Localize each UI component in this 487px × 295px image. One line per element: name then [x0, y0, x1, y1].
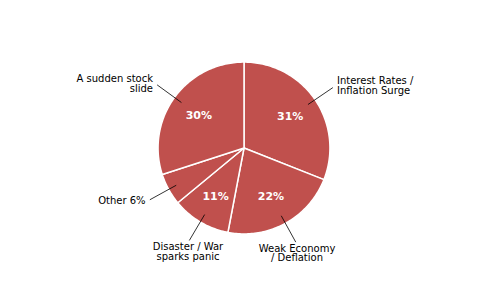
svg-text:A sudden stockslide: A sudden stockslide — [77, 73, 154, 94]
svg-text:Interest Rates /Inflation Surg: Interest Rates /Inflation Surge — [337, 75, 414, 96]
svg-text:Other 6%: Other 6% — [98, 195, 145, 206]
svg-text:30%: 30% — [186, 109, 212, 122]
svg-text:22%: 22% — [258, 190, 284, 203]
svg-text:31%: 31% — [277, 110, 303, 123]
svg-text:Disaster / Warsparks panic: Disaster / Warsparks panic — [153, 241, 224, 262]
svg-text:11%: 11% — [202, 190, 228, 203]
svg-text:Weak Economy/ Deflation: Weak Economy/ Deflation — [259, 242, 336, 263]
